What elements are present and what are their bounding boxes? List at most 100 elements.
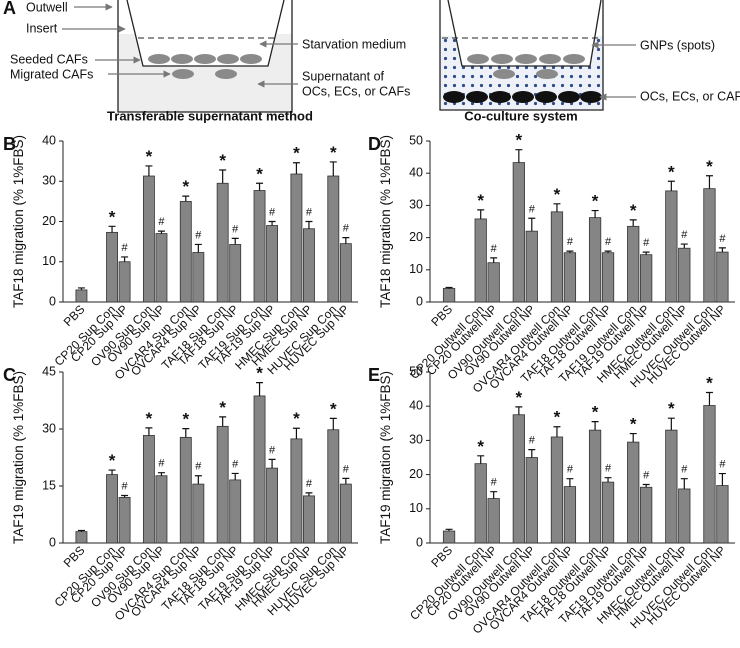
- error-bar: [477, 209, 485, 219]
- panel-label: C: [3, 365, 16, 385]
- significance-marker: #: [491, 243, 498, 255]
- error-bar: [157, 472, 165, 476]
- bar: [703, 405, 716, 544]
- caption: Transferable supernatant method: [107, 108, 313, 123]
- y-tick-label: 15: [42, 478, 56, 492]
- x-tick-label: PBS: [61, 302, 88, 329]
- y-tick-label: 10: [42, 254, 56, 268]
- y-tick-label: 40: [409, 165, 423, 179]
- significance-marker: *: [182, 177, 189, 196]
- significance-marker: *: [668, 399, 675, 418]
- label-migrated: Migrated CAFs: [10, 67, 93, 81]
- y-tick-label: 30: [409, 433, 423, 447]
- bar: [155, 475, 168, 544]
- caption: Co-culture system: [464, 108, 577, 123]
- label-gnps: GNPs (spots): [640, 38, 715, 52]
- error-bar: [256, 182, 264, 191]
- significance-marker: *: [477, 191, 484, 210]
- y-tick-label: 0: [49, 535, 56, 549]
- bar: [525, 230, 538, 303]
- bar: [601, 252, 615, 303]
- bar: [229, 479, 242, 544]
- insert: [447, 0, 602, 67]
- bar: [142, 175, 155, 303]
- y-axis-label: TAF18 migration (% 1%FBS): [11, 135, 26, 308]
- bar: [290, 173, 303, 303]
- x-tick-label: PBS: [428, 302, 455, 329]
- significance-marker: *: [592, 403, 599, 422]
- bar: [550, 211, 564, 303]
- error-bar: [705, 391, 713, 406]
- error-bar: [604, 477, 612, 483]
- bar: [678, 247, 691, 303]
- significance-marker: *: [630, 415, 637, 434]
- bar: [640, 486, 653, 544]
- error-bar: [553, 426, 561, 437]
- bar: [290, 438, 303, 544]
- significance-marker: *: [668, 162, 675, 181]
- y-tick-label: 45: [42, 364, 56, 378]
- significance-marker: *: [182, 410, 189, 429]
- bar: [665, 429, 678, 544]
- error-bar: [231, 472, 239, 480]
- error-bar: [553, 203, 561, 212]
- error-bar: [718, 247, 726, 253]
- bar: [339, 483, 352, 544]
- bar: [563, 486, 577, 544]
- significance-marker: #: [529, 203, 536, 215]
- y-tick-label: 10: [409, 262, 423, 276]
- significance-marker: #: [681, 464, 688, 476]
- bar: [216, 425, 229, 544]
- error-bar: [219, 169, 227, 184]
- y-tick-label: 20: [409, 467, 423, 481]
- bar: [155, 233, 168, 303]
- bar: [75, 289, 88, 303]
- significance-marker: *: [330, 399, 337, 418]
- error-bar: [604, 250, 612, 253]
- insert: [126, 0, 285, 67]
- bar: [216, 182, 229, 303]
- seeded-cells: [467, 54, 585, 64]
- y-tick-label: 20: [42, 214, 56, 228]
- error-bar: [108, 469, 116, 475]
- panel-label: E: [368, 365, 380, 385]
- significance-marker: #: [158, 458, 165, 470]
- error-bar: [121, 494, 129, 498]
- bar: [474, 218, 487, 303]
- y-tick-label: 0: [416, 294, 423, 308]
- significance-marker: *: [256, 364, 263, 383]
- significance-marker: *: [109, 207, 116, 226]
- migrated-cells: [493, 69, 558, 79]
- y-tick-label: 40: [409, 398, 423, 412]
- y-tick-label: 30: [409, 198, 423, 212]
- error-bar: [528, 449, 536, 458]
- bar: [627, 225, 640, 303]
- error-bar: [528, 217, 536, 232]
- label-outwell: Outwell: [26, 0, 68, 14]
- error-bar: [680, 478, 688, 489]
- significance-marker: #: [605, 236, 612, 248]
- significance-marker: *: [706, 157, 713, 176]
- significance-marker: #: [195, 229, 202, 241]
- error-bar: [292, 427, 300, 439]
- error-bar: [329, 161, 337, 177]
- error-bar: [121, 256, 129, 262]
- y-tick-label: 20: [409, 230, 423, 244]
- error-bar: [77, 287, 85, 290]
- bar: [229, 244, 242, 303]
- significance-marker: #: [567, 464, 574, 476]
- significance-marker: *: [109, 451, 116, 470]
- significance-marker: *: [592, 192, 599, 211]
- error-bar: [445, 286, 453, 289]
- error-bar: [477, 455, 485, 464]
- error-bar: [256, 382, 264, 396]
- y-tick-label: 0: [49, 294, 56, 308]
- significance-marker: #: [195, 461, 202, 473]
- bar: [474, 463, 487, 544]
- bar: [601, 481, 615, 544]
- error-bar: [490, 491, 498, 499]
- bar: [327, 175, 340, 303]
- bar: [487, 498, 500, 544]
- arrows: [62, 3, 298, 88]
- seeded-cells: [148, 54, 262, 64]
